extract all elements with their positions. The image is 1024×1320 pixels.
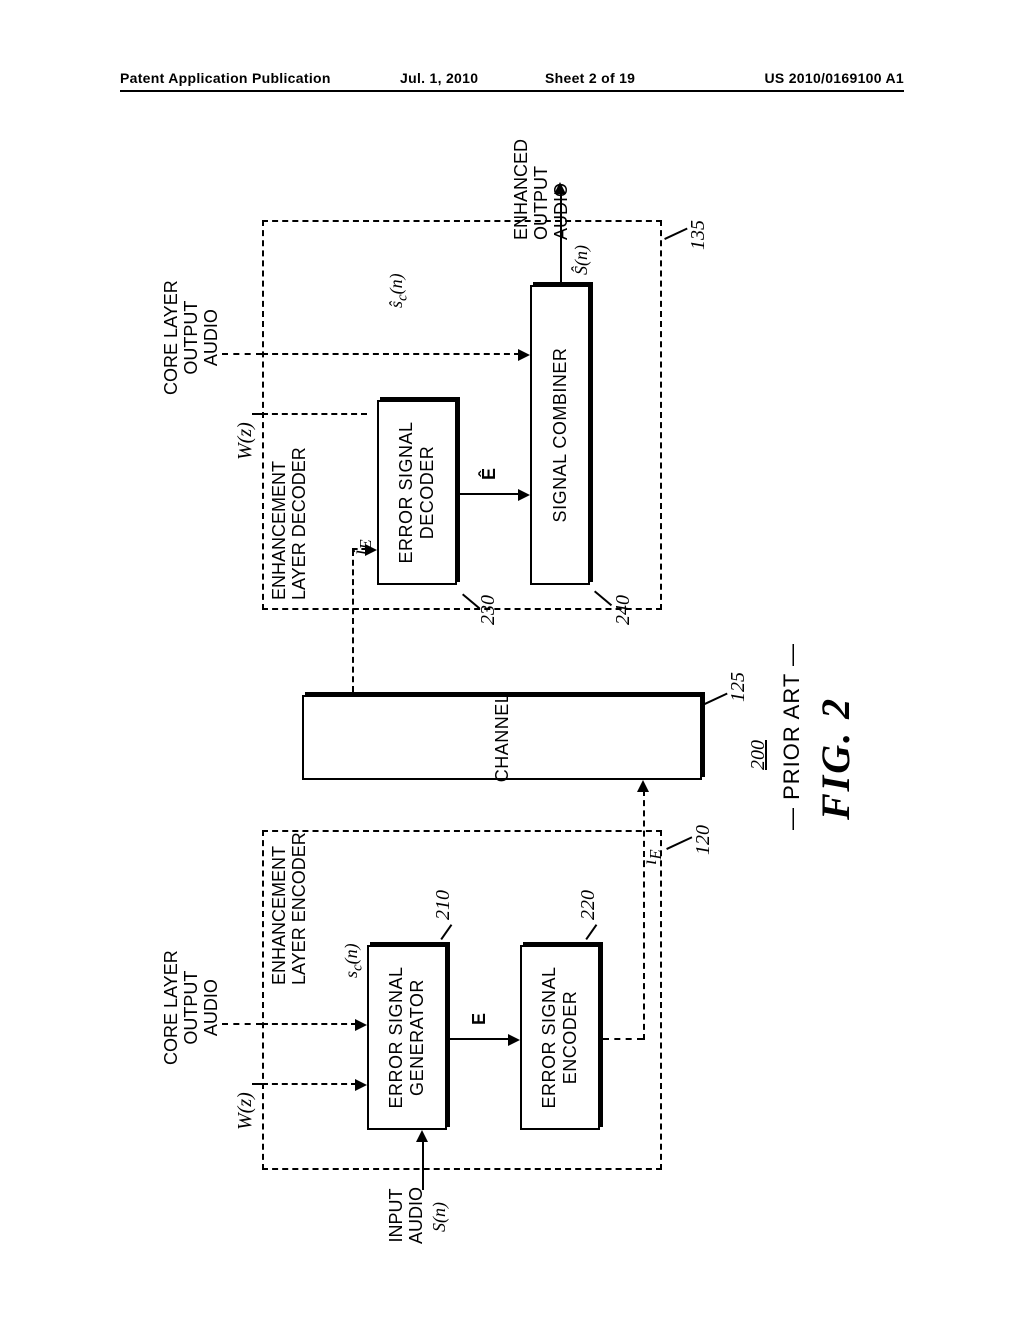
arrow-scn-into-errgen bbox=[355, 1019, 367, 1031]
line-E bbox=[450, 1038, 510, 1040]
line-core-to-dec bbox=[222, 353, 262, 355]
E-label: E bbox=[470, 1013, 490, 1025]
line-wz-dec-inside bbox=[262, 413, 367, 415]
ref-220: 220 bbox=[577, 890, 599, 920]
enhancement-layer-decoder-box bbox=[262, 220, 662, 610]
channel-box: CHANNEL bbox=[302, 695, 702, 780]
enhancement-layer-encoder-title: ENHANCEMENT LAYER ENCODER bbox=[270, 832, 310, 985]
figure-caption: FIG. 2 bbox=[812, 697, 859, 820]
core-layer-audio-label-dec: CORE LAYER OUTPUT AUDIO bbox=[162, 280, 221, 395]
enhanced-output-audio-label: ENHANCED OUTPUT AUDIO bbox=[512, 139, 571, 240]
wz-label-dec: W(z) bbox=[234, 422, 256, 460]
scn-s: s bbox=[341, 971, 361, 978]
header-sheet: Sheet 2 of 19 bbox=[545, 70, 635, 86]
arrow-scn-into-combiner bbox=[518, 349, 530, 361]
ref-210: 210 bbox=[432, 890, 454, 920]
line-scn-dec bbox=[262, 353, 520, 355]
scn-hat-label: ŝc(n) bbox=[367, 273, 431, 344]
ref-230: 230 bbox=[477, 595, 499, 625]
arrow-wz-into-errgen bbox=[355, 1079, 367, 1091]
lead-120 bbox=[666, 836, 692, 850]
line-core-to-enc bbox=[222, 1023, 262, 1025]
iE-i-enc: i bbox=[639, 859, 661, 865]
line-Ehat bbox=[460, 493, 520, 495]
arrow-input-to-gen-icon bbox=[416, 1130, 428, 1142]
scn-hat-sub: c bbox=[394, 294, 410, 301]
sn-label: S(n) bbox=[430, 1202, 450, 1232]
arrow-iE-to-channel-icon bbox=[637, 780, 649, 792]
header-date: Jul. 1, 2010 bbox=[400, 70, 478, 86]
figure-2-diagram: CORE LAYER OUTPUT AUDIO W(z) ENHANCEMENT… bbox=[132, 150, 892, 1250]
line-iE-down bbox=[603, 1038, 643, 1040]
ref-200: 200 bbox=[747, 740, 769, 770]
Shat-label: Ŝ(n) bbox=[572, 245, 592, 275]
arrow-Ehat-icon bbox=[518, 489, 530, 501]
ref-125: 125 bbox=[727, 672, 749, 702]
arrow-E-icon bbox=[508, 1034, 520, 1046]
Ehat-label: Ê bbox=[480, 468, 500, 480]
header-title: Patent Application Publication bbox=[120, 70, 331, 86]
error-signal-encoder-label: ERROR SIGNAL ENCODER bbox=[539, 953, 580, 1122]
ref-240: 240 bbox=[612, 595, 634, 625]
line-scn-enc bbox=[262, 1023, 357, 1025]
signal-combiner-label: SIGNAL COMBINER bbox=[550, 348, 571, 523]
scn-sub: c bbox=[349, 964, 365, 971]
line-iE-right bbox=[643, 790, 645, 1040]
line-input-to-gen bbox=[422, 1140, 424, 1190]
signal-combiner-box: SIGNAL COMBINER bbox=[530, 285, 590, 585]
line-wz-to-dec bbox=[252, 413, 262, 415]
scn-hat-s: ŝ bbox=[386, 301, 406, 308]
lead-135 bbox=[664, 228, 688, 240]
channel-label: CHANNEL bbox=[492, 693, 513, 783]
prior-art-label: — PRIOR ART — bbox=[780, 643, 804, 830]
page-header: Patent Application Publication Jul. 1, 2… bbox=[120, 86, 904, 92]
error-signal-decoder-label: ERROR SIGNAL DECODER bbox=[396, 408, 437, 577]
scn-arg: (n) bbox=[341, 943, 361, 964]
iE-sub-enc: E bbox=[646, 849, 665, 859]
error-signal-generator-label: ERROR SIGNAL GENERATOR bbox=[386, 953, 427, 1122]
iE-label-enc: iE bbox=[617, 849, 687, 905]
scn-hat-arg: (n) bbox=[386, 273, 406, 294]
input-audio-label: INPUT AUDIO bbox=[387, 1187, 427, 1244]
core-layer-audio-label-enc: CORE LAYER OUTPUT AUDIO bbox=[162, 950, 221, 1065]
enhancement-layer-decoder-title: ENHANCEMENT LAYER DECODER bbox=[270, 447, 310, 600]
error-signal-decoder-box: ERROR SIGNAL DECODER bbox=[377, 400, 457, 585]
ref-135: 135 bbox=[687, 220, 709, 250]
error-signal-generator-box: ERROR SIGNAL GENERATOR bbox=[367, 945, 447, 1130]
header-pubno: US 2010/0169100 A1 bbox=[764, 70, 904, 86]
lead-125 bbox=[704, 693, 728, 705]
error-signal-encoder-box: ERROR SIGNAL ENCODER bbox=[520, 945, 600, 1130]
wz-label-enc: W(z) bbox=[234, 1092, 256, 1130]
line-wz-enc-inside bbox=[262, 1083, 357, 1085]
line-wz-to-enc bbox=[252, 1083, 262, 1085]
ref-120: 120 bbox=[692, 825, 714, 855]
